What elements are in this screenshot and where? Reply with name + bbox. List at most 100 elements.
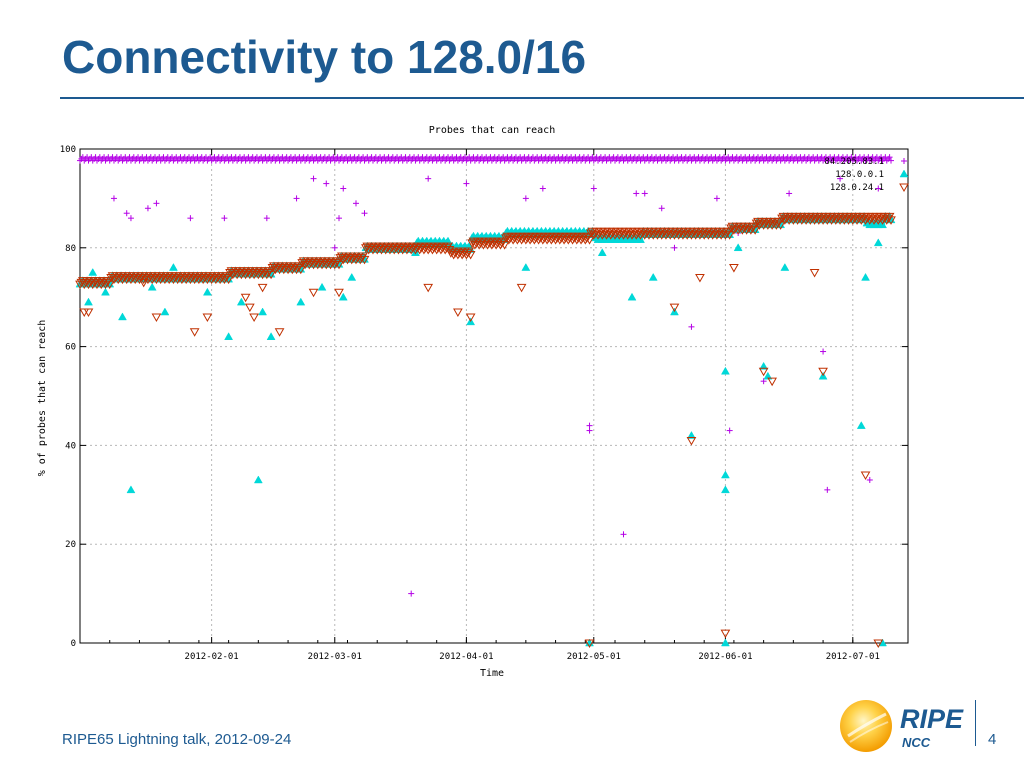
data-point-outlier bbox=[521, 263, 531, 271]
data-point-outlier bbox=[244, 303, 255, 313]
data-point-outlier bbox=[786, 190, 793, 197]
data-point-outlier bbox=[168, 263, 178, 271]
legend-marker bbox=[899, 169, 909, 178]
data-point-outlier bbox=[818, 367, 828, 377]
data-point-outlier bbox=[522, 195, 529, 202]
data-point-outlier bbox=[837, 175, 844, 182]
data-point-outlier bbox=[713, 195, 720, 202]
legend-marker bbox=[899, 183, 909, 193]
y-axis-label: % of probes that can reach bbox=[37, 320, 48, 477]
data-point-outlier bbox=[767, 377, 777, 387]
data-point-outlier bbox=[308, 288, 319, 298]
data-point-outlier bbox=[465, 313, 476, 322]
data-point-outlier bbox=[590, 185, 597, 192]
data-point-outlier bbox=[720, 638, 730, 647]
data-point-outlier bbox=[620, 531, 627, 538]
data-point-outlier bbox=[340, 185, 347, 192]
data-point-outlier bbox=[726, 427, 733, 434]
data-point-outlier bbox=[224, 332, 234, 340]
data-point bbox=[775, 221, 786, 230]
data-point-outlier bbox=[539, 185, 546, 192]
data-point-outlier bbox=[353, 200, 359, 207]
x-tick-label: 2012-06-01 bbox=[698, 652, 752, 662]
data-point-outlier bbox=[425, 175, 432, 182]
data-point-outlier bbox=[236, 297, 246, 306]
chart: 0 20 40 60 80 100 2012-02-01 2012-03-01 2012-04-… bbox=[37, 125, 909, 679]
footer-text: RIPE65 Lightning talk, 2012-09-24 bbox=[62, 731, 292, 748]
data-point bbox=[295, 265, 306, 275]
data-point-outlier bbox=[147, 282, 157, 291]
data-point-outlier bbox=[758, 367, 769, 377]
data-point-outlier bbox=[274, 328, 285, 337]
data-point-outlier bbox=[875, 185, 882, 192]
data-point-outlier bbox=[144, 205, 151, 212]
data-point-outlier bbox=[123, 210, 130, 217]
page-number: 4 bbox=[988, 731, 997, 748]
y-tick-label: 100 bbox=[60, 145, 76, 155]
data-point-outlier bbox=[687, 431, 696, 439]
data-point-outlier bbox=[249, 313, 259, 322]
x-axis-label: Time bbox=[480, 668, 504, 679]
data-point-outlier bbox=[720, 366, 730, 375]
data-point-outlier bbox=[633, 190, 640, 197]
y-tick-label: 20 bbox=[65, 540, 76, 550]
data-point bbox=[499, 241, 510, 250]
data-point-outlier bbox=[720, 485, 730, 494]
data-point-outlier bbox=[118, 312, 127, 321]
data-point-outlier bbox=[669, 303, 680, 313]
data-point-outlier bbox=[151, 313, 162, 322]
chart-axes: 0 20 40 60 80 100 2012-02-01 2012-03-01 2012-04-… bbox=[60, 145, 909, 662]
data-point-outlier bbox=[856, 421, 866, 429]
data-point bbox=[724, 231, 735, 240]
data-point bbox=[888, 157, 895, 164]
data-point-outlier bbox=[263, 215, 270, 222]
data-point-outlier bbox=[780, 263, 790, 271]
data-point-outlier bbox=[759, 361, 769, 370]
data-point-outlier bbox=[824, 486, 831, 493]
data-point-outlier bbox=[866, 476, 873, 483]
data-point-outlier bbox=[110, 195, 117, 202]
y-tick-label: 60 bbox=[65, 343, 76, 353]
data-point-outlier bbox=[258, 307, 268, 316]
data-point-outlier bbox=[453, 308, 463, 318]
data-point-outlier bbox=[293, 195, 300, 202]
data-point bbox=[104, 280, 115, 290]
data-point-outlier bbox=[336, 215, 343, 222]
chart-title: Probes that can reach bbox=[429, 125, 555, 136]
legend-label: 84.205.83.1 bbox=[824, 157, 884, 167]
data-point-outlier bbox=[671, 244, 678, 251]
x-tick-label: 2012-03-01 bbox=[308, 652, 362, 662]
ripe-ncc-logo: RIPE NCC bbox=[838, 698, 970, 754]
title-divider bbox=[60, 97, 1024, 99]
data-point bbox=[750, 226, 760, 235]
logo-text-main: RIPE bbox=[900, 704, 964, 734]
data-point-outlier bbox=[641, 190, 648, 197]
data-point-outlier bbox=[873, 238, 883, 247]
data-point bbox=[886, 216, 896, 225]
data-point bbox=[266, 270, 276, 280]
data-point bbox=[584, 236, 595, 245]
data-point-outlier bbox=[516, 283, 527, 293]
data-point-outlier bbox=[331, 244, 338, 251]
data-point-outlier bbox=[187, 215, 194, 222]
data-point bbox=[359, 255, 370, 265]
y-tick-label: 40 bbox=[65, 441, 76, 451]
data-point-outlier bbox=[688, 323, 695, 330]
data-point-outlier bbox=[83, 308, 94, 318]
x-tick-label: 2012-02-01 bbox=[185, 652, 239, 662]
data-point-outlier bbox=[160, 307, 170, 316]
data-point-outlier bbox=[720, 470, 730, 479]
data-point bbox=[465, 250, 476, 260]
data-point-outlier bbox=[809, 269, 820, 278]
data-point-outlier bbox=[584, 639, 595, 649]
data-point-outlier bbox=[84, 297, 93, 306]
legend-label: 128.0.0.1 bbox=[835, 170, 884, 180]
data-point-outlier bbox=[126, 485, 136, 494]
data-point-outlier bbox=[686, 436, 697, 446]
data-point-outlier bbox=[733, 243, 743, 252]
data-point-outlier bbox=[257, 283, 268, 293]
slide-title: Connectivity to 128.0/16 bbox=[62, 31, 587, 83]
data-point-outlier bbox=[597, 248, 607, 256]
data-point-outlier bbox=[101, 287, 110, 296]
data-point-outlier bbox=[347, 272, 357, 281]
